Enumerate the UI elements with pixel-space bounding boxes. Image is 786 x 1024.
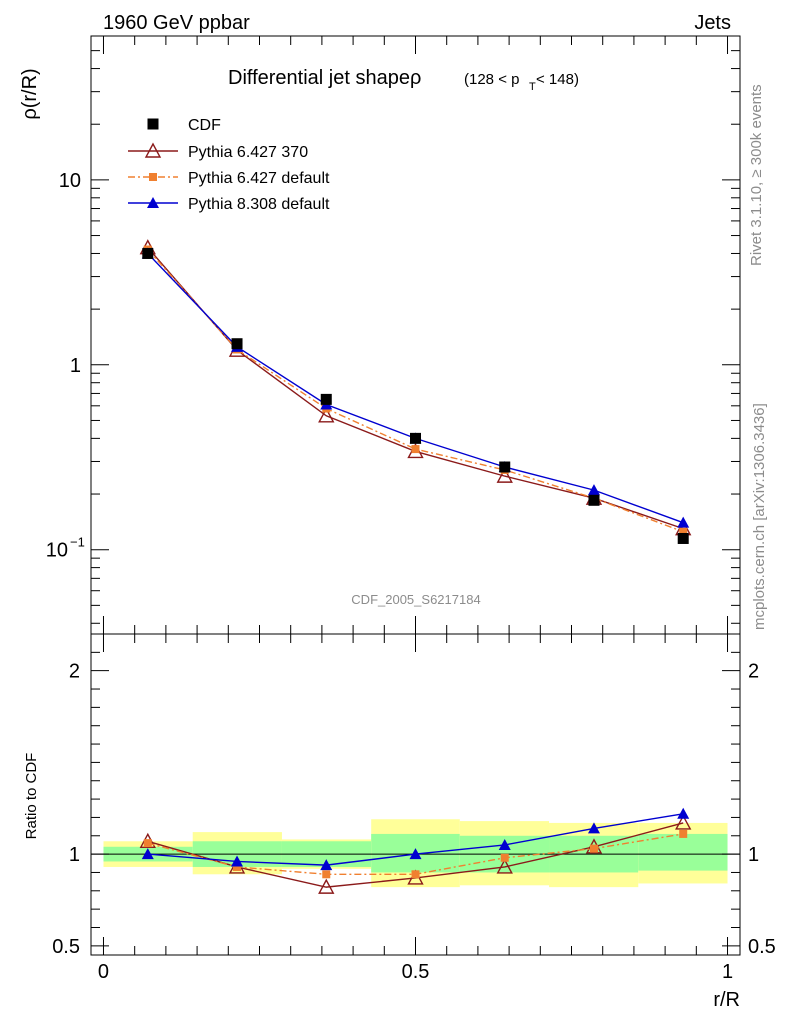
legend-label-p8_def: Pythia 8.308 default [188,196,330,213]
main-y-tick-label-exponent: −1 [70,535,85,550]
series-p6_370 [139,239,692,536]
main-y-axis-label: ρ(r/R) [19,68,41,119]
ratio-point-p8_def [141,848,154,860]
ratio-y-tick-label-right: 2 [748,661,759,683]
data-point-cdf [320,393,332,405]
legend: CDF Pythia 6.427 370 Pythia 6.427 default P… [128,117,330,213]
data-point-cdf [499,461,511,473]
data-point-cdf [231,338,243,350]
legend-marker-p6_def [149,173,157,181]
legend-entry-p8_def: Pythia 8.308 default [128,196,330,213]
ratio-point-p6_def [679,829,688,838]
series-line-p6_def [147,249,684,533]
header-right: Jets [694,12,731,34]
plot-title-subscript: T [529,81,536,93]
plot-title-range-end: < 148) [536,71,579,88]
analysis-watermark: CDF_2005_S6217184 [351,592,480,607]
series-cdf [142,247,689,544]
ratio-point-p8_def [677,807,690,819]
rivet-version-text: Rivet 3.1.10, ≥ 300k events [748,84,765,266]
ratio-point-p6_def [143,839,152,848]
ratio-plot-frame [90,633,741,956]
main-series-layer [139,239,692,544]
main-y-tick-label: 10 [59,170,81,192]
ratio-point-p6_def [322,870,331,879]
legend-entry-p6_def: Pythia 6.427 default [128,170,330,187]
ratio-plot-tick-labels: 2 2 1 1 0.5 0.5 0 0.5 1 [52,661,776,983]
legend-label-p6_370: Pythia 6.427 370 [188,144,308,161]
ratio-point-p6_def [233,862,242,871]
x-tick-label: 0.5 [402,961,430,983]
data-point-cdf [410,432,421,444]
ratio-point-p6_370 [675,814,692,830]
ratio-series-p6_def [143,829,688,879]
series-p6_def [143,245,688,536]
legend-entry-cdf: CDF [147,117,221,134]
data-point-p6_def [411,445,420,454]
data-point-p6_def [679,527,688,536]
ratio-y-tick-label-left: 2 [69,661,80,683]
ratio-y-tick-label-right: 1 [748,844,759,866]
ratio-point-p8_def [320,859,333,871]
main-y-tick-label: 10 [46,540,68,562]
header-left: 1960 GeV ppbar [103,12,250,34]
ratio-series-p8_def [141,807,690,871]
data-point-p6_370 [318,407,335,423]
plot-title-main: Differential jet shapeρ [228,67,421,89]
data-point-p8_def [677,516,690,528]
legend-marker-p8_def [147,197,159,208]
main-plot-ticks [91,35,740,634]
x-tick-label: 1 [722,961,733,983]
ratio-y-axis-label: Ratio to CDF [23,753,40,840]
legend-marker-p6_370 [144,142,162,158]
ratio-band-inner [638,833,728,871]
ratio-plot: 2 2 1 1 0.5 0.5 0 0.5 1 Ratio to CDF r/R [23,633,776,1011]
ratio-point-p8_def [587,822,600,834]
ratio-point-p8_def [498,838,511,850]
legend-entry-p6_370: Pythia 6.427 370 [128,142,308,161]
mcplots-text: mcplots.cern.ch [arXiv:1306.3436] [751,403,768,630]
data-point-p6_370 [496,467,513,483]
ratio-point-p8_def [231,855,244,867]
main-y-tick-label: 1 [70,355,81,377]
ratio-point-p6_370 [318,878,335,894]
data-point-cdf [677,532,689,544]
ratio-plot-ticks [91,633,740,955]
series-line-p6_370 [147,247,684,530]
series-line-p8_def [147,252,684,524]
ratio-y-tick-label-right: 0.5 [748,936,776,958]
data-point-p8_def [587,484,600,496]
legend-label-cdf: CDF [188,117,221,134]
ratio-point-p6_def [589,844,598,853]
series-p8_def [141,247,690,528]
x-axis-label: r/R [713,989,740,1011]
plot-title-range: (128 < p [464,71,519,88]
plot-title: Differential jet shapeρ (128 < p T < 148… [228,67,579,93]
ratio-point-p8_def [409,848,422,860]
data-point-cdf [588,494,600,506]
ratio-point-p6_def [500,853,509,862]
legend-marker-cdf [147,118,159,130]
x-tick-label: 0 [98,961,109,983]
data-point-cdf [142,247,154,259]
ratio-point-p6_def [411,870,420,879]
ratio-series-layer [139,807,692,894]
legend-label-p6_def: Pythia 6.427 default [188,170,330,187]
ratio-point-p6_370 [496,858,513,874]
ratio-y-tick-label-left: 0.5 [52,936,80,958]
ratio-y-tick-label-left: 1 [69,844,80,866]
